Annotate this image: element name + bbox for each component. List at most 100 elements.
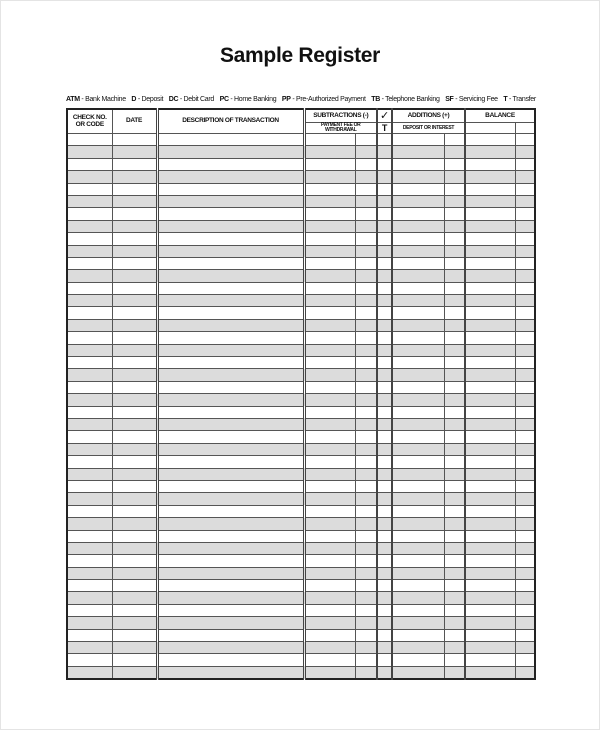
deposit-dollars-cell[interactable]	[391, 430, 445, 444]
description-cell[interactable]	[155, 356, 305, 370]
balance-dollars-cell[interactable]	[464, 170, 516, 184]
payment-dollars-cell[interactable]	[302, 479, 356, 494]
payment-dollars-cell[interactable]	[302, 455, 356, 469]
date-cell[interactable]	[111, 306, 158, 320]
balance-dollars-cell[interactable]	[464, 294, 516, 308]
balance-dollars-cell[interactable]	[464, 368, 516, 382]
check-no-cell[interactable]	[66, 244, 113, 258]
balance-cents-cell[interactable]	[514, 256, 536, 271]
description-cell[interactable]	[155, 616, 305, 630]
check-t-cell[interactable]	[376, 170, 393, 184]
payment-cents-cell[interactable]	[354, 529, 378, 543]
date-cell[interactable]	[111, 182, 158, 196]
check-no-cell[interactable]	[66, 479, 113, 494]
deposit-dollars-cell[interactable]	[391, 554, 445, 568]
date-cell[interactable]	[111, 343, 158, 358]
balance-dollars-cell[interactable]	[464, 479, 516, 494]
description-cell[interactable]	[155, 479, 305, 494]
deposit-cents-cell[interactable]	[443, 380, 466, 395]
payment-dollars-cell[interactable]	[302, 579, 356, 593]
deposit-dollars-cell[interactable]	[391, 653, 445, 667]
check-no-cell[interactable]	[66, 628, 113, 643]
payment-dollars-cell[interactable]	[302, 566, 356, 581]
payment-cents-cell[interactable]	[354, 541, 378, 556]
payment-dollars-cell[interactable]	[302, 318, 356, 333]
payment-cents-cell[interactable]	[354, 356, 378, 370]
payment-cents-cell[interactable]	[354, 132, 378, 147]
balance-dollars-cell[interactable]	[464, 579, 516, 593]
deposit-cents-cell[interactable]	[443, 219, 466, 234]
balance-cents-cell[interactable]	[514, 467, 536, 481]
deposit-cents-cell[interactable]	[443, 269, 466, 283]
description-cell[interactable]	[155, 318, 305, 333]
balance-cents-cell[interactable]	[514, 380, 536, 395]
payment-dollars-cell[interactable]	[302, 132, 356, 147]
balance-cents-cell[interactable]	[514, 504, 536, 519]
date-cell[interactable]	[111, 492, 158, 506]
balance-dollars-cell[interactable]	[464, 603, 516, 618]
check-no-cell[interactable]	[66, 541, 113, 556]
description-cell[interactable]	[155, 331, 305, 345]
description-cell[interactable]	[155, 244, 305, 258]
check-no-cell[interactable]	[66, 640, 113, 655]
balance-dollars-cell[interactable]	[464, 591, 516, 605]
deposit-dollars-cell[interactable]	[391, 306, 445, 320]
check-no-cell[interactable]	[66, 368, 113, 382]
deposit-cents-cell[interactable]	[443, 368, 466, 382]
deposit-cents-cell[interactable]	[443, 356, 466, 370]
date-cell[interactable]	[111, 640, 158, 655]
date-cell[interactable]	[111, 244, 158, 258]
balance-dollars-cell[interactable]	[464, 219, 516, 234]
check-no-cell[interactable]	[66, 380, 113, 395]
check-t-cell[interactable]	[376, 430, 393, 444]
description-cell[interactable]	[155, 232, 305, 246]
check-no-cell[interactable]	[66, 356, 113, 370]
deposit-dollars-cell[interactable]	[391, 455, 445, 469]
check-t-cell[interactable]	[376, 132, 393, 147]
check-no-cell[interactable]	[66, 318, 113, 333]
date-cell[interactable]	[111, 417, 158, 432]
check-no-cell[interactable]	[66, 517, 113, 531]
payment-cents-cell[interactable]	[354, 343, 378, 358]
check-no-cell[interactable]	[66, 306, 113, 320]
deposit-cents-cell[interactable]	[443, 616, 466, 630]
payment-cents-cell[interactable]	[354, 442, 378, 457]
payment-dollars-cell[interactable]	[302, 616, 356, 630]
balance-dollars-cell[interactable]	[464, 145, 516, 159]
balance-cents-cell[interactable]	[514, 145, 536, 159]
date-cell[interactable]	[111, 170, 158, 184]
balance-dollars-cell[interactable]	[464, 541, 516, 556]
payment-dollars-cell[interactable]	[302, 182, 356, 196]
deposit-dollars-cell[interactable]	[391, 219, 445, 234]
payment-cents-cell[interactable]	[354, 628, 378, 643]
balance-dollars-cell[interactable]	[464, 331, 516, 345]
description-cell[interactable]	[155, 306, 305, 320]
balance-cents-cell[interactable]	[514, 318, 536, 333]
balance-cents-cell[interactable]	[514, 207, 536, 221]
payment-dollars-cell[interactable]	[302, 665, 356, 680]
date-cell[interactable]	[111, 566, 158, 581]
deposit-dollars-cell[interactable]	[391, 517, 445, 531]
deposit-dollars-cell[interactable]	[391, 603, 445, 618]
balance-dollars-cell[interactable]	[464, 393, 516, 407]
check-no-cell[interactable]	[66, 504, 113, 519]
description-cell[interactable]	[155, 467, 305, 481]
description-cell[interactable]	[155, 368, 305, 382]
balance-cents-cell[interactable]	[514, 405, 536, 420]
payment-dollars-cell[interactable]	[302, 145, 356, 159]
deposit-dollars-cell[interactable]	[391, 207, 445, 221]
balance-cents-cell[interactable]	[514, 170, 536, 184]
payment-dollars-cell[interactable]	[302, 306, 356, 320]
date-cell[interactable]	[111, 541, 158, 556]
balance-dollars-cell[interactable]	[464, 529, 516, 543]
balance-dollars-cell[interactable]	[464, 380, 516, 395]
check-no-cell[interactable]	[66, 455, 113, 469]
balance-dollars-cell[interactable]	[464, 343, 516, 358]
payment-cents-cell[interactable]	[354, 479, 378, 494]
balance-dollars-cell[interactable]	[464, 256, 516, 271]
description-cell[interactable]	[155, 281, 305, 296]
deposit-cents-cell[interactable]	[443, 182, 466, 196]
date-cell[interactable]	[111, 145, 158, 159]
balance-dollars-cell[interactable]	[464, 616, 516, 630]
balance-cents-cell[interactable]	[514, 219, 536, 234]
